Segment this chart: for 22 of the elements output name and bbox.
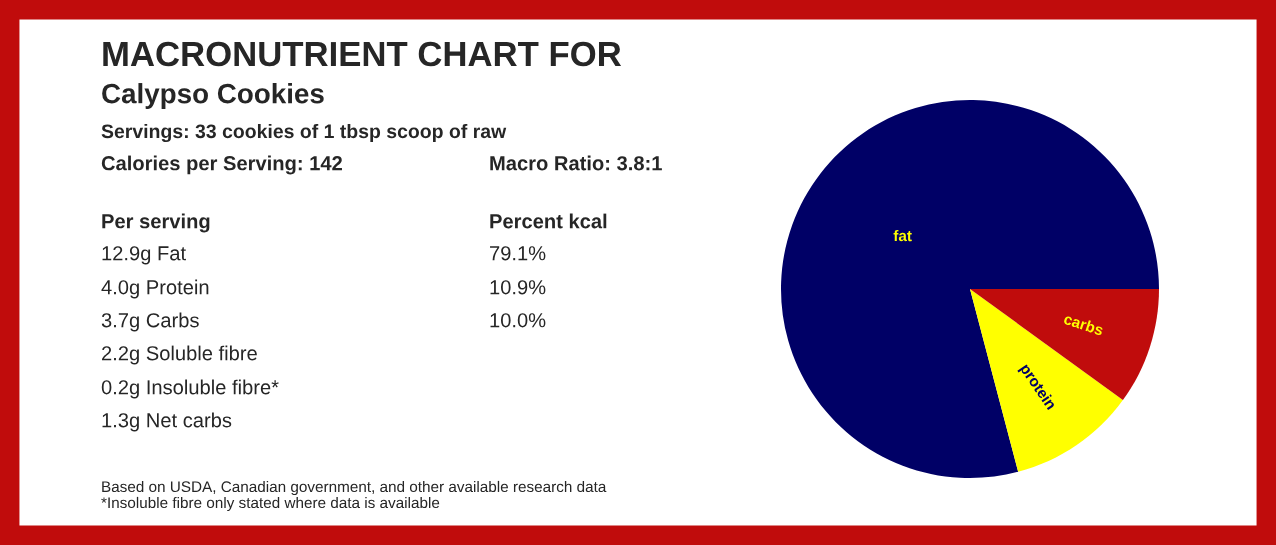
slice-label: fat [893,229,912,242]
text: 0.2g Insoluble fibre* [101,379,279,399]
pie-slice [970,289,1123,472]
text: 10.0% [490,313,546,328]
text: Macro Ratio: 3.8:1 [490,155,662,171]
text: MACRONUTRIENT CHART FOR [103,41,622,67]
pie-slice [781,100,1159,478]
text: 2.2g Soluble fibre [102,345,257,365]
text: Based on USDA, Canadian government, and other available research data [102,480,607,496]
text: *Insoluble fibre only stated where data is available [101,496,440,512]
text: Per serving [102,213,210,233]
text: 79.1% [490,246,546,261]
text: 1.3g Net carbs [102,412,232,432]
text: Percent kcal [490,213,607,229]
text: Servings: 33 cookies of 1 tbsp scoop of raw [101,123,507,143]
text: 10.9% [490,280,546,295]
text: Calypso Cookies [102,83,324,109]
text: 4.0g Protein [101,279,209,299]
slice-label: carbs [1063,312,1105,336]
text: Calories per Serving: 142 [101,155,342,175]
text: 3.7g Carbs [101,312,199,332]
text: 12.9g Fat [102,246,186,265]
